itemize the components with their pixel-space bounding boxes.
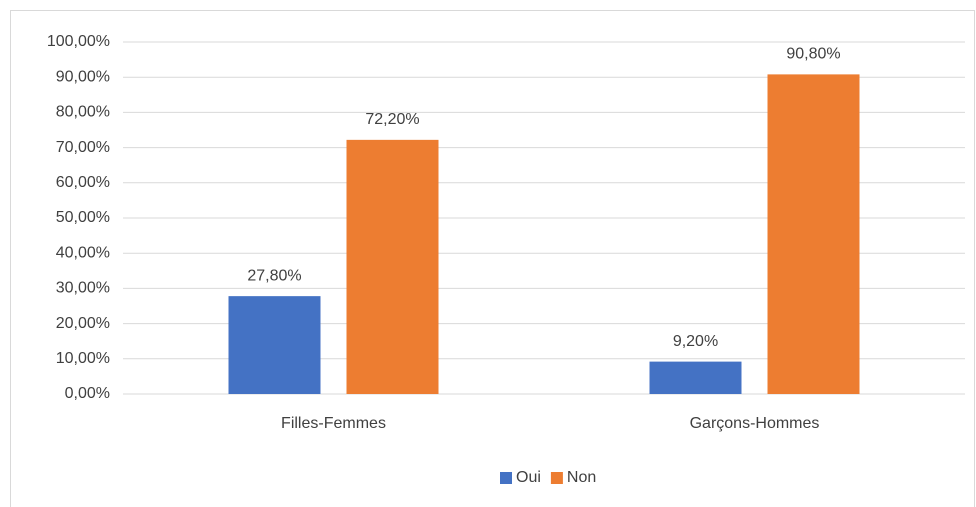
bar <box>346 139 439 394</box>
x-tick-label: Filles-Femmes <box>281 415 386 432</box>
data-label: 90,80% <box>786 46 840 63</box>
bar <box>228 296 321 394</box>
y-tick-label: 20,00% <box>56 315 110 332</box>
bar <box>767 74 860 394</box>
legend-label: Oui <box>516 469 541 486</box>
chart-frame <box>10 10 975 507</box>
x-tick-label: Garçons-Hommes <box>690 415 820 432</box>
y-tick-label: 10,00% <box>56 350 110 367</box>
data-label: 27,80% <box>247 267 301 284</box>
y-tick-label: 40,00% <box>56 244 110 261</box>
y-tick-label: 90,00% <box>56 68 110 85</box>
y-tick-label: 80,00% <box>56 104 110 121</box>
y-tick-label: 60,00% <box>56 174 110 191</box>
y-tick-label: 30,00% <box>56 280 110 297</box>
y-tick-label: 100,00% <box>47 33 110 50</box>
data-label: 72,20% <box>365 111 419 128</box>
legend-swatch <box>550 472 563 484</box>
legend-label: Non <box>567 469 596 486</box>
legend-swatch <box>500 472 512 484</box>
data-label: 9,20% <box>673 333 718 350</box>
y-tick-label: 70,00% <box>56 139 110 156</box>
y-tick-label: 50,00% <box>56 209 110 226</box>
bar <box>649 361 742 394</box>
y-tick-label: 0,00% <box>65 385 110 402</box>
